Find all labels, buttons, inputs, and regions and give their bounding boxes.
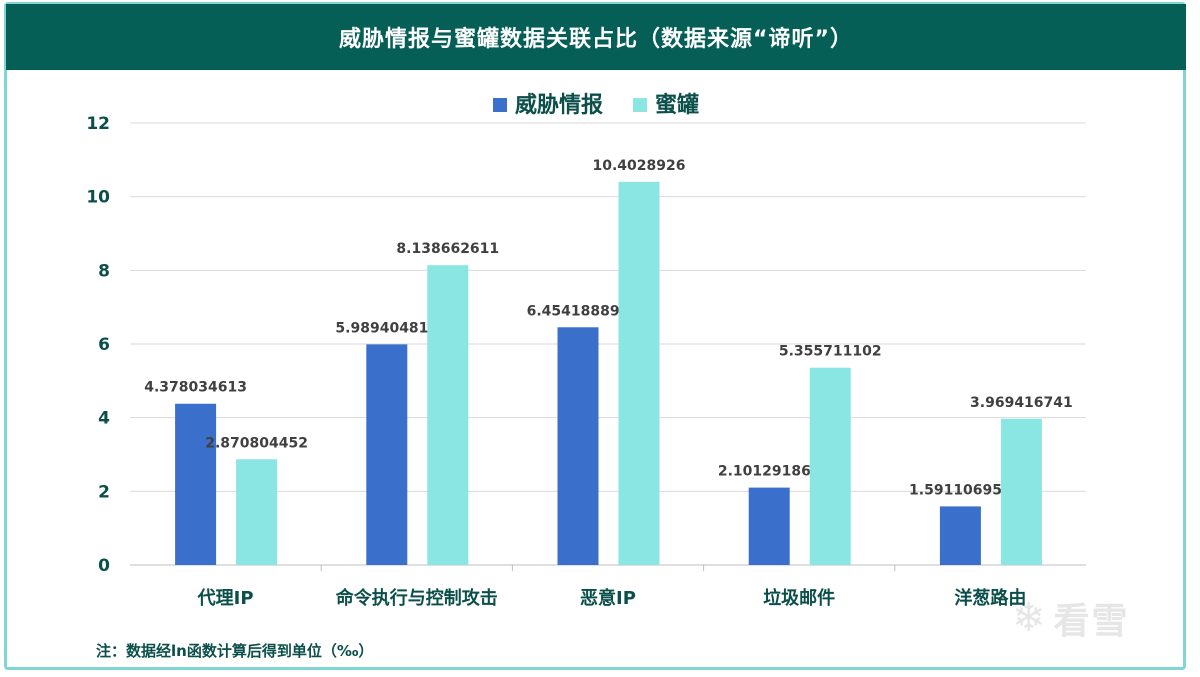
data-label: 2.870804452 <box>205 435 308 451</box>
bar-honeypot <box>809 367 851 565</box>
x-tick-label: 垃圾邮件 <box>763 587 835 609</box>
y-tick-label: 8 <box>98 261 110 281</box>
data-label: 6.454188896 <box>527 303 630 319</box>
legend-label: 蜜罐 <box>655 92 699 118</box>
title-bar: 威胁情报与蜜罐数据关联占比（数据来源“谛听”） <box>6 4 1186 70</box>
data-label: 2.101291864 <box>718 464 821 480</box>
y-tick-label: 4 <box>98 409 110 429</box>
data-label: 10.4028926 <box>593 158 686 174</box>
watermark-text: 看雪 <box>1053 601 1130 642</box>
data-label: 5.989404814 <box>335 320 438 336</box>
x-tick-label: 恶意IP <box>580 587 636 609</box>
bar-threat <box>557 327 599 565</box>
bar-threat <box>175 403 217 565</box>
x-tick-label: 洋葱路由 <box>954 587 1026 609</box>
legend-swatch <box>633 98 647 112</box>
page-title: 威胁情报与蜜罐数据关联占比（数据来源“谛听”） <box>339 27 853 52</box>
data-label: 5.355711102 <box>779 344 882 360</box>
bar-honeypot <box>618 181 660 565</box>
bar-threat <box>366 344 408 565</box>
bar-honeypot <box>1000 418 1042 565</box>
x-tick-label: 命令执行与控制攻击 <box>336 587 498 609</box>
bar-honeypot <box>236 459 278 565</box>
y-tick-label: 0 <box>98 556 110 576</box>
legend-swatch <box>493 98 507 112</box>
bar-threat <box>748 487 790 565</box>
y-tick-label: 6 <box>98 335 110 355</box>
x-tick-label: 代理IP <box>197 588 254 609</box>
y-tick-label: 2 <box>98 482 110 502</box>
data-label: 3.969416741 <box>970 395 1073 411</box>
footnote: 注：数据经ln函数计算后得到单位（‰） <box>96 642 374 660</box>
data-label: 4.378034613 <box>144 380 247 396</box>
watermark: ❄ 看雪 <box>1012 592 1130 644</box>
data-label: 8.138662611 <box>396 241 499 257</box>
bar-honeypot <box>427 265 469 565</box>
data-label: 1.591106956 <box>909 482 1012 498</box>
legend-label: 威胁情报 <box>515 92 603 118</box>
y-tick-label: 12 <box>86 114 110 134</box>
bar-threat <box>939 506 981 565</box>
snowflake-icon: ❄ <box>1012 595 1046 641</box>
y-tick-label: 10 <box>86 188 110 208</box>
